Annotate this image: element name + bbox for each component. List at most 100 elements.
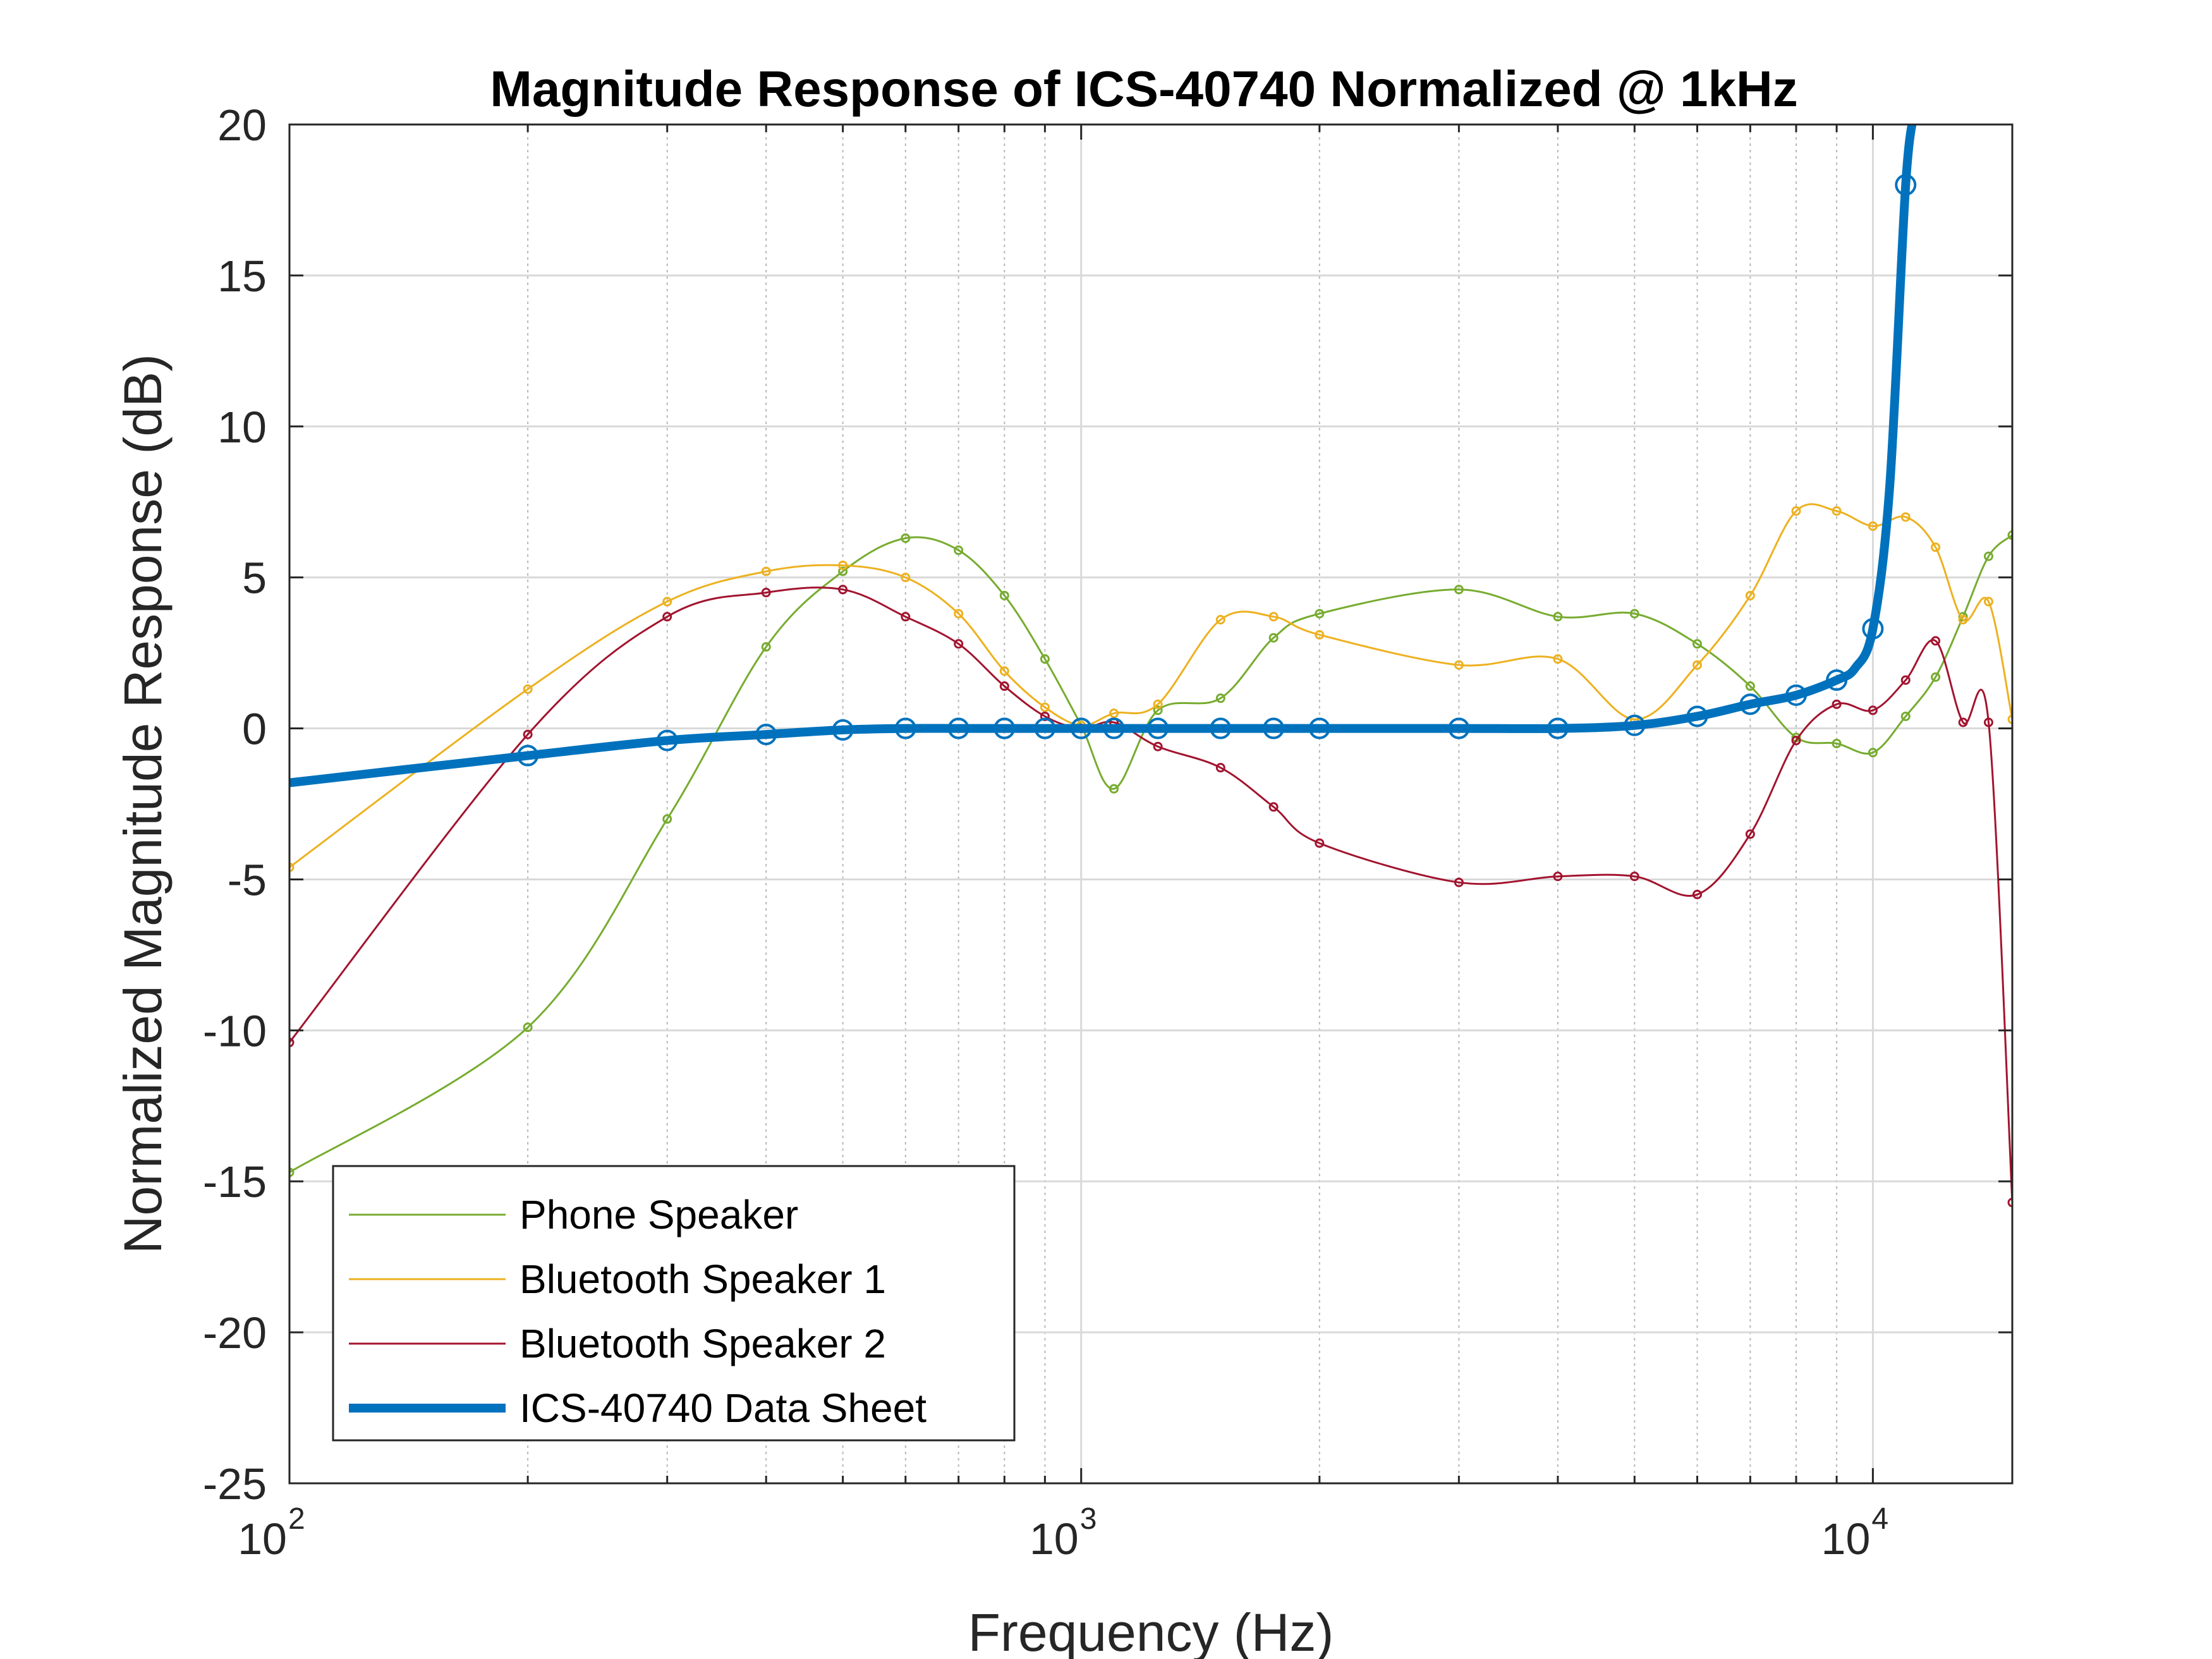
data-point-bluetooth-speaker-1	[1868, 521, 1878, 531]
data-point-phone-speaker	[2007, 530, 2012, 540]
data-point-ics-40740-data-sheet	[1448, 717, 1470, 739]
series-ics-40740-data-sheet	[289, 125, 1917, 787]
data-point-phone-speaker	[1109, 784, 1119, 794]
legend-label: Phone Speaker	[520, 1192, 798, 1237]
data-point-phone-speaker	[1692, 639, 1702, 649]
data-point-bluetooth-speaker-1	[1153, 699, 1163, 709]
data-point-bluetooth-speaker-2	[1900, 675, 1911, 685]
data-point-bluetooth-speaker-1	[1692, 660, 1702, 670]
data-point-bluetooth-speaker-2	[761, 588, 771, 598]
legend-entry-ics-40740-data-sheet: ICS-40740 Data Sheet	[349, 1385, 927, 1431]
data-point-bluetooth-speaker-2	[999, 681, 1009, 691]
data-point-ics-40740-data-sheet	[1263, 717, 1285, 739]
data-point-ics-40740-data-sheet	[1624, 714, 1646, 736]
series-line-ics-40740-data-sheet	[289, 125, 1917, 787]
data-point-bluetooth-speaker-1	[1109, 708, 1119, 719]
data-point-bluetooth-speaker-1	[662, 597, 672, 607]
legend-label: ICS-40740 Data Sheet	[520, 1385, 927, 1431]
x-tick-label: 10 3	[1030, 1502, 1097, 1564]
data-point-bluetooth-speaker-1	[999, 666, 1009, 676]
data-point-bluetooth-speaker-2	[1315, 838, 1325, 848]
data-point-bluetooth-speaker-1	[1900, 512, 1911, 522]
data-point-bluetooth-speaker-2	[1629, 872, 1639, 882]
legend: Phone Speaker Bluetooth Speaker 1 Bluetoot…	[332, 1165, 1016, 1442]
legend-label: Bluetooth Speaker 2	[520, 1321, 886, 1366]
data-point-phone-speaker	[1983, 551, 1993, 561]
data-point-bluetooth-speaker-1	[1454, 660, 1464, 670]
data-point-bluetooth-speaker-2	[289, 1037, 295, 1047]
data-point-bluetooth-speaker-2	[1454, 877, 1464, 887]
y-tick-label: 20	[217, 100, 267, 150]
data-point-bluetooth-speaker-2	[662, 612, 672, 622]
data-point-ics-40740-data-sheet	[1210, 717, 1232, 739]
data-point-bluetooth-speaker-2	[1692, 889, 1702, 899]
data-point-ics-40740-data-sheet	[1785, 684, 1808, 706]
data-point-bluetooth-speaker-2	[1958, 717, 1968, 727]
data-point-bluetooth-speaker-2	[901, 612, 911, 622]
y-axis-label: Normalized Magnitude Response (dB)	[113, 354, 173, 1254]
data-point-ics-40740-data-sheet	[1147, 717, 1169, 739]
data-point-bluetooth-speaker-2	[523, 729, 533, 739]
legend-entry-phone-speaker: Phone Speaker	[349, 1192, 798, 1237]
plot-frame	[288, 123, 2014, 1485]
data-point-ics-40740-data-sheet	[656, 729, 678, 751]
data-point-bluetooth-speaker-1	[1931, 542, 1941, 552]
y-tick-label: 5	[242, 554, 267, 603]
series-line-bluetooth-speaker-2	[289, 586, 2012, 1204]
data-point-ics-40740-data-sheet	[1308, 717, 1330, 739]
data-point-ics-40740-data-sheet	[1686, 705, 1708, 727]
data-point-ics-40740-data-sheet	[1547, 717, 1569, 739]
x-tick-label-exponent: 3	[1080, 1502, 1097, 1536]
data-point-phone-speaker	[1215, 693, 1225, 703]
x-tick-label: 10 4	[1821, 1502, 1889, 1564]
data-point-bluetooth-speaker-1	[1553, 654, 1563, 664]
chart-title: Magnitude Response of ICS-40740 Normaliz…	[490, 61, 1798, 117]
legend-entry-bluetooth-speaker-2: Bluetooth Speaker 2	[349, 1321, 886, 1366]
x-tick-label-exponent: 2	[288, 1502, 305, 1536]
y-tick-label: 15	[217, 252, 267, 301]
data-point-phone-speaker	[1629, 609, 1639, 619]
data-point-phone-speaker	[1553, 612, 1563, 622]
data-point-bluetooth-speaker-1	[1268, 612, 1279, 622]
grid-lines	[288, 123, 2012, 1485]
data-point-bluetooth-speaker-2	[1215, 763, 1225, 773]
data-point-phone-speaker	[662, 814, 672, 824]
x-axis-ticks: 10 2 10 3 10 4	[238, 125, 1888, 1564]
data-point-ics-40740-data-sheet	[1034, 717, 1056, 739]
data-point-bluetooth-speaker-1	[523, 684, 533, 694]
series-phone-speaker	[289, 530, 2012, 1177]
data-point-bluetooth-speaker-2	[1268, 802, 1279, 812]
y-tick-label: -5	[228, 855, 267, 904]
data-point-bluetooth-speaker-1	[1215, 615, 1225, 625]
data-point-ics-40740-data-sheet	[994, 717, 1016, 739]
data-point-ics-40740-data-sheet	[947, 717, 969, 739]
data-point-phone-speaker	[1315, 609, 1325, 619]
data-point-bluetooth-speaker-1	[1745, 590, 1755, 600]
x-axis-label: Frequency (Hz)	[968, 1603, 1334, 1659]
data-point-bluetooth-speaker-2	[1553, 872, 1563, 882]
data-point-bluetooth-speaker-2	[1153, 741, 1163, 751]
series-bluetooth-speaker-2	[289, 585, 2012, 1208]
data-point-bluetooth-speaker-2	[1868, 705, 1878, 715]
data-point-bluetooth-speaker-1	[761, 566, 771, 576]
data-point-bluetooth-speaker-1	[1315, 629, 1325, 640]
data-point-phone-speaker	[289, 1167, 295, 1177]
data-point-phone-speaker	[1040, 654, 1050, 664]
data-point-ics-40740-data-sheet	[1895, 174, 1917, 196]
y-tick-label: 10	[217, 403, 267, 452]
x-tick-label-exponent: 4	[1871, 1502, 1888, 1536]
data-point-phone-speaker	[954, 545, 964, 556]
y-tick-label: -15	[203, 1157, 267, 1206]
legend-entry-bluetooth-speaker-1: Bluetooth Speaker 1	[349, 1256, 886, 1302]
data-point-phone-speaker	[1745, 681, 1755, 691]
data-point-phone-speaker	[901, 533, 911, 544]
x-tick-label: 10 2	[238, 1502, 305, 1564]
y-tick-label: -10	[203, 1006, 267, 1055]
data-point-bluetooth-speaker-1	[2007, 714, 2012, 724]
legend-items: Phone Speaker Bluetooth Speaker 1 Bluetoot…	[349, 1192, 927, 1431]
legend-label: Bluetooth Speaker 1	[520, 1256, 886, 1302]
data-point-bluetooth-speaker-1	[1832, 506, 1842, 516]
data-point-bluetooth-speaker-1	[1958, 615, 1968, 625]
